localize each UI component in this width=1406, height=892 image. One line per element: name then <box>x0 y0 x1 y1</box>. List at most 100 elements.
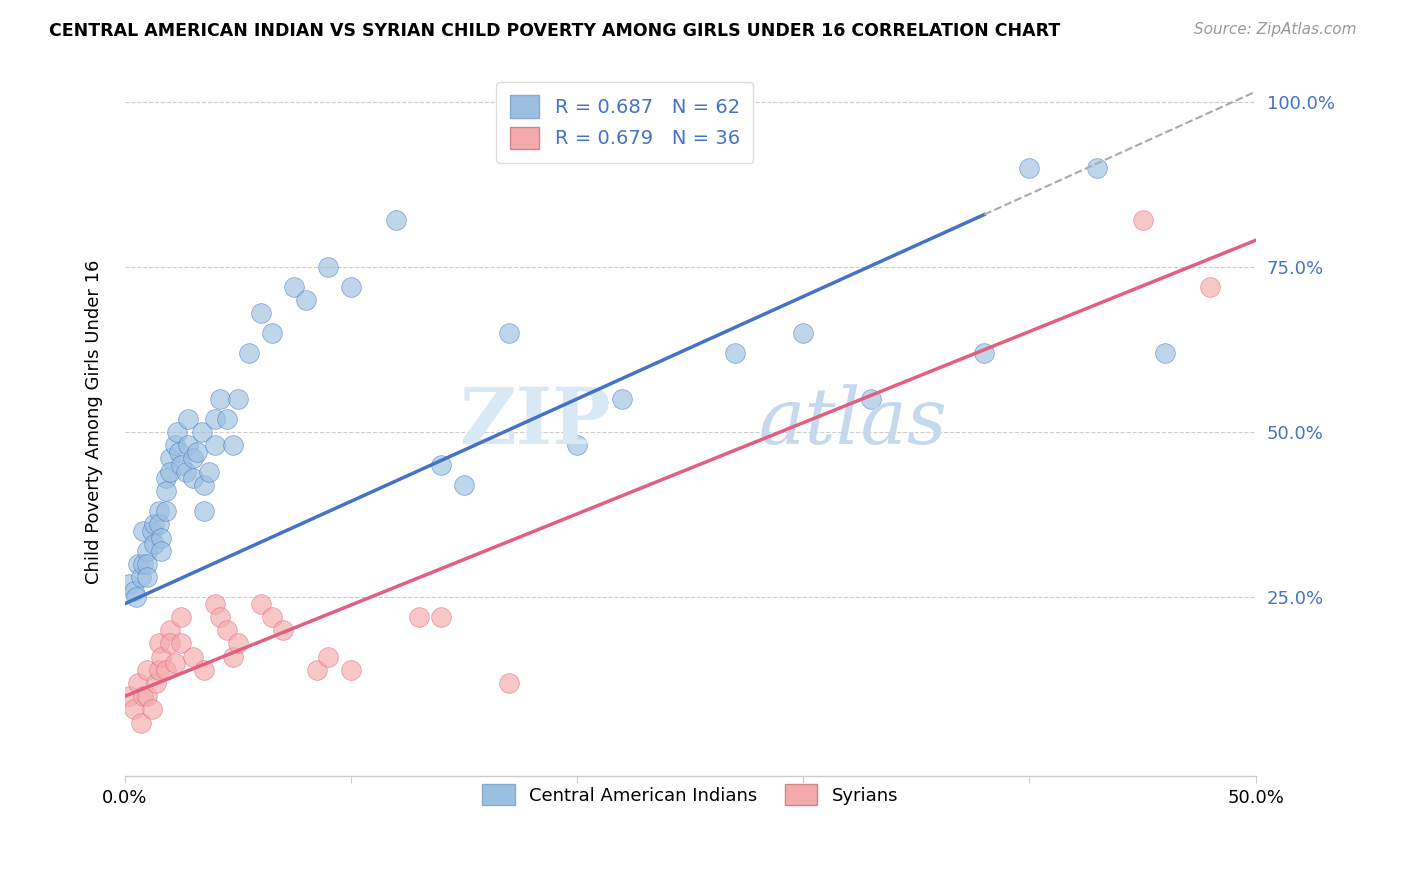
Point <box>453 477 475 491</box>
Point <box>208 392 231 406</box>
Point <box>177 411 200 425</box>
Point <box>136 570 159 584</box>
Point <box>141 524 163 538</box>
Point <box>238 345 260 359</box>
Point <box>159 465 181 479</box>
Point <box>294 293 316 307</box>
Point <box>136 557 159 571</box>
Point <box>181 471 204 485</box>
Point <box>385 213 408 227</box>
Point <box>143 517 166 532</box>
Point <box>1154 345 1177 359</box>
Point <box>204 597 226 611</box>
Point <box>159 451 181 466</box>
Point <box>283 279 305 293</box>
Point <box>141 702 163 716</box>
Point <box>159 636 181 650</box>
Point <box>1018 161 1040 175</box>
Point <box>163 656 186 670</box>
Point <box>136 663 159 677</box>
Point <box>215 411 238 425</box>
Point <box>132 524 155 538</box>
Point <box>226 636 249 650</box>
Point <box>170 636 193 650</box>
Point <box>127 557 149 571</box>
Y-axis label: Child Poverty Among Girls Under 16: Child Poverty Among Girls Under 16 <box>86 260 103 584</box>
Point <box>612 392 634 406</box>
Point <box>193 477 215 491</box>
Point <box>148 636 170 650</box>
Legend: Central American Indians, Syrians: Central American Indians, Syrians <box>471 773 908 816</box>
Point <box>155 504 177 518</box>
Point <box>204 411 226 425</box>
Point <box>181 451 204 466</box>
Text: atlas: atlas <box>758 384 946 460</box>
Point <box>271 623 294 637</box>
Point <box>430 458 453 472</box>
Point <box>159 623 181 637</box>
Point <box>167 444 190 458</box>
Point <box>145 676 167 690</box>
Point <box>148 663 170 677</box>
Point <box>122 583 145 598</box>
Point <box>129 570 152 584</box>
Point <box>122 702 145 716</box>
Point <box>408 610 430 624</box>
Point <box>186 444 208 458</box>
Point <box>197 465 219 479</box>
Point <box>125 590 148 604</box>
Point <box>860 392 883 406</box>
Point <box>1199 279 1222 293</box>
Point <box>170 610 193 624</box>
Point <box>166 425 188 439</box>
Point <box>318 649 340 664</box>
Point <box>307 663 329 677</box>
Point <box>215 623 238 637</box>
Point <box>150 531 173 545</box>
Point <box>155 484 177 499</box>
Point <box>430 610 453 624</box>
Point <box>724 345 747 359</box>
Point <box>155 471 177 485</box>
Point <box>118 577 141 591</box>
Point <box>498 326 520 340</box>
Point <box>150 649 173 664</box>
Point <box>136 690 159 704</box>
Point <box>498 676 520 690</box>
Point <box>129 715 152 730</box>
Point <box>208 610 231 624</box>
Point <box>226 392 249 406</box>
Point <box>163 438 186 452</box>
Point <box>260 610 283 624</box>
Point <box>193 504 215 518</box>
Point <box>127 676 149 690</box>
Point <box>170 458 193 472</box>
Point <box>340 663 363 677</box>
Point <box>174 465 197 479</box>
Point <box>132 690 155 704</box>
Point <box>190 425 212 439</box>
Point <box>340 279 363 293</box>
Point <box>148 504 170 518</box>
Point <box>118 690 141 704</box>
Text: ZIP: ZIP <box>460 384 612 460</box>
Point <box>792 326 814 340</box>
Point <box>136 544 159 558</box>
Point <box>148 517 170 532</box>
Point <box>177 438 200 452</box>
Point <box>132 557 155 571</box>
Text: Source: ZipAtlas.com: Source: ZipAtlas.com <box>1194 22 1357 37</box>
Point <box>150 544 173 558</box>
Point <box>193 663 215 677</box>
Point <box>143 537 166 551</box>
Point <box>973 345 995 359</box>
Point <box>155 663 177 677</box>
Point <box>222 438 245 452</box>
Point <box>260 326 283 340</box>
Point <box>181 649 204 664</box>
Point <box>249 597 271 611</box>
Text: CENTRAL AMERICAN INDIAN VS SYRIAN CHILD POVERTY AMONG GIRLS UNDER 16 CORRELATION: CENTRAL AMERICAN INDIAN VS SYRIAN CHILD … <box>49 22 1060 40</box>
Point <box>222 649 245 664</box>
Point <box>565 438 588 452</box>
Point <box>204 438 226 452</box>
